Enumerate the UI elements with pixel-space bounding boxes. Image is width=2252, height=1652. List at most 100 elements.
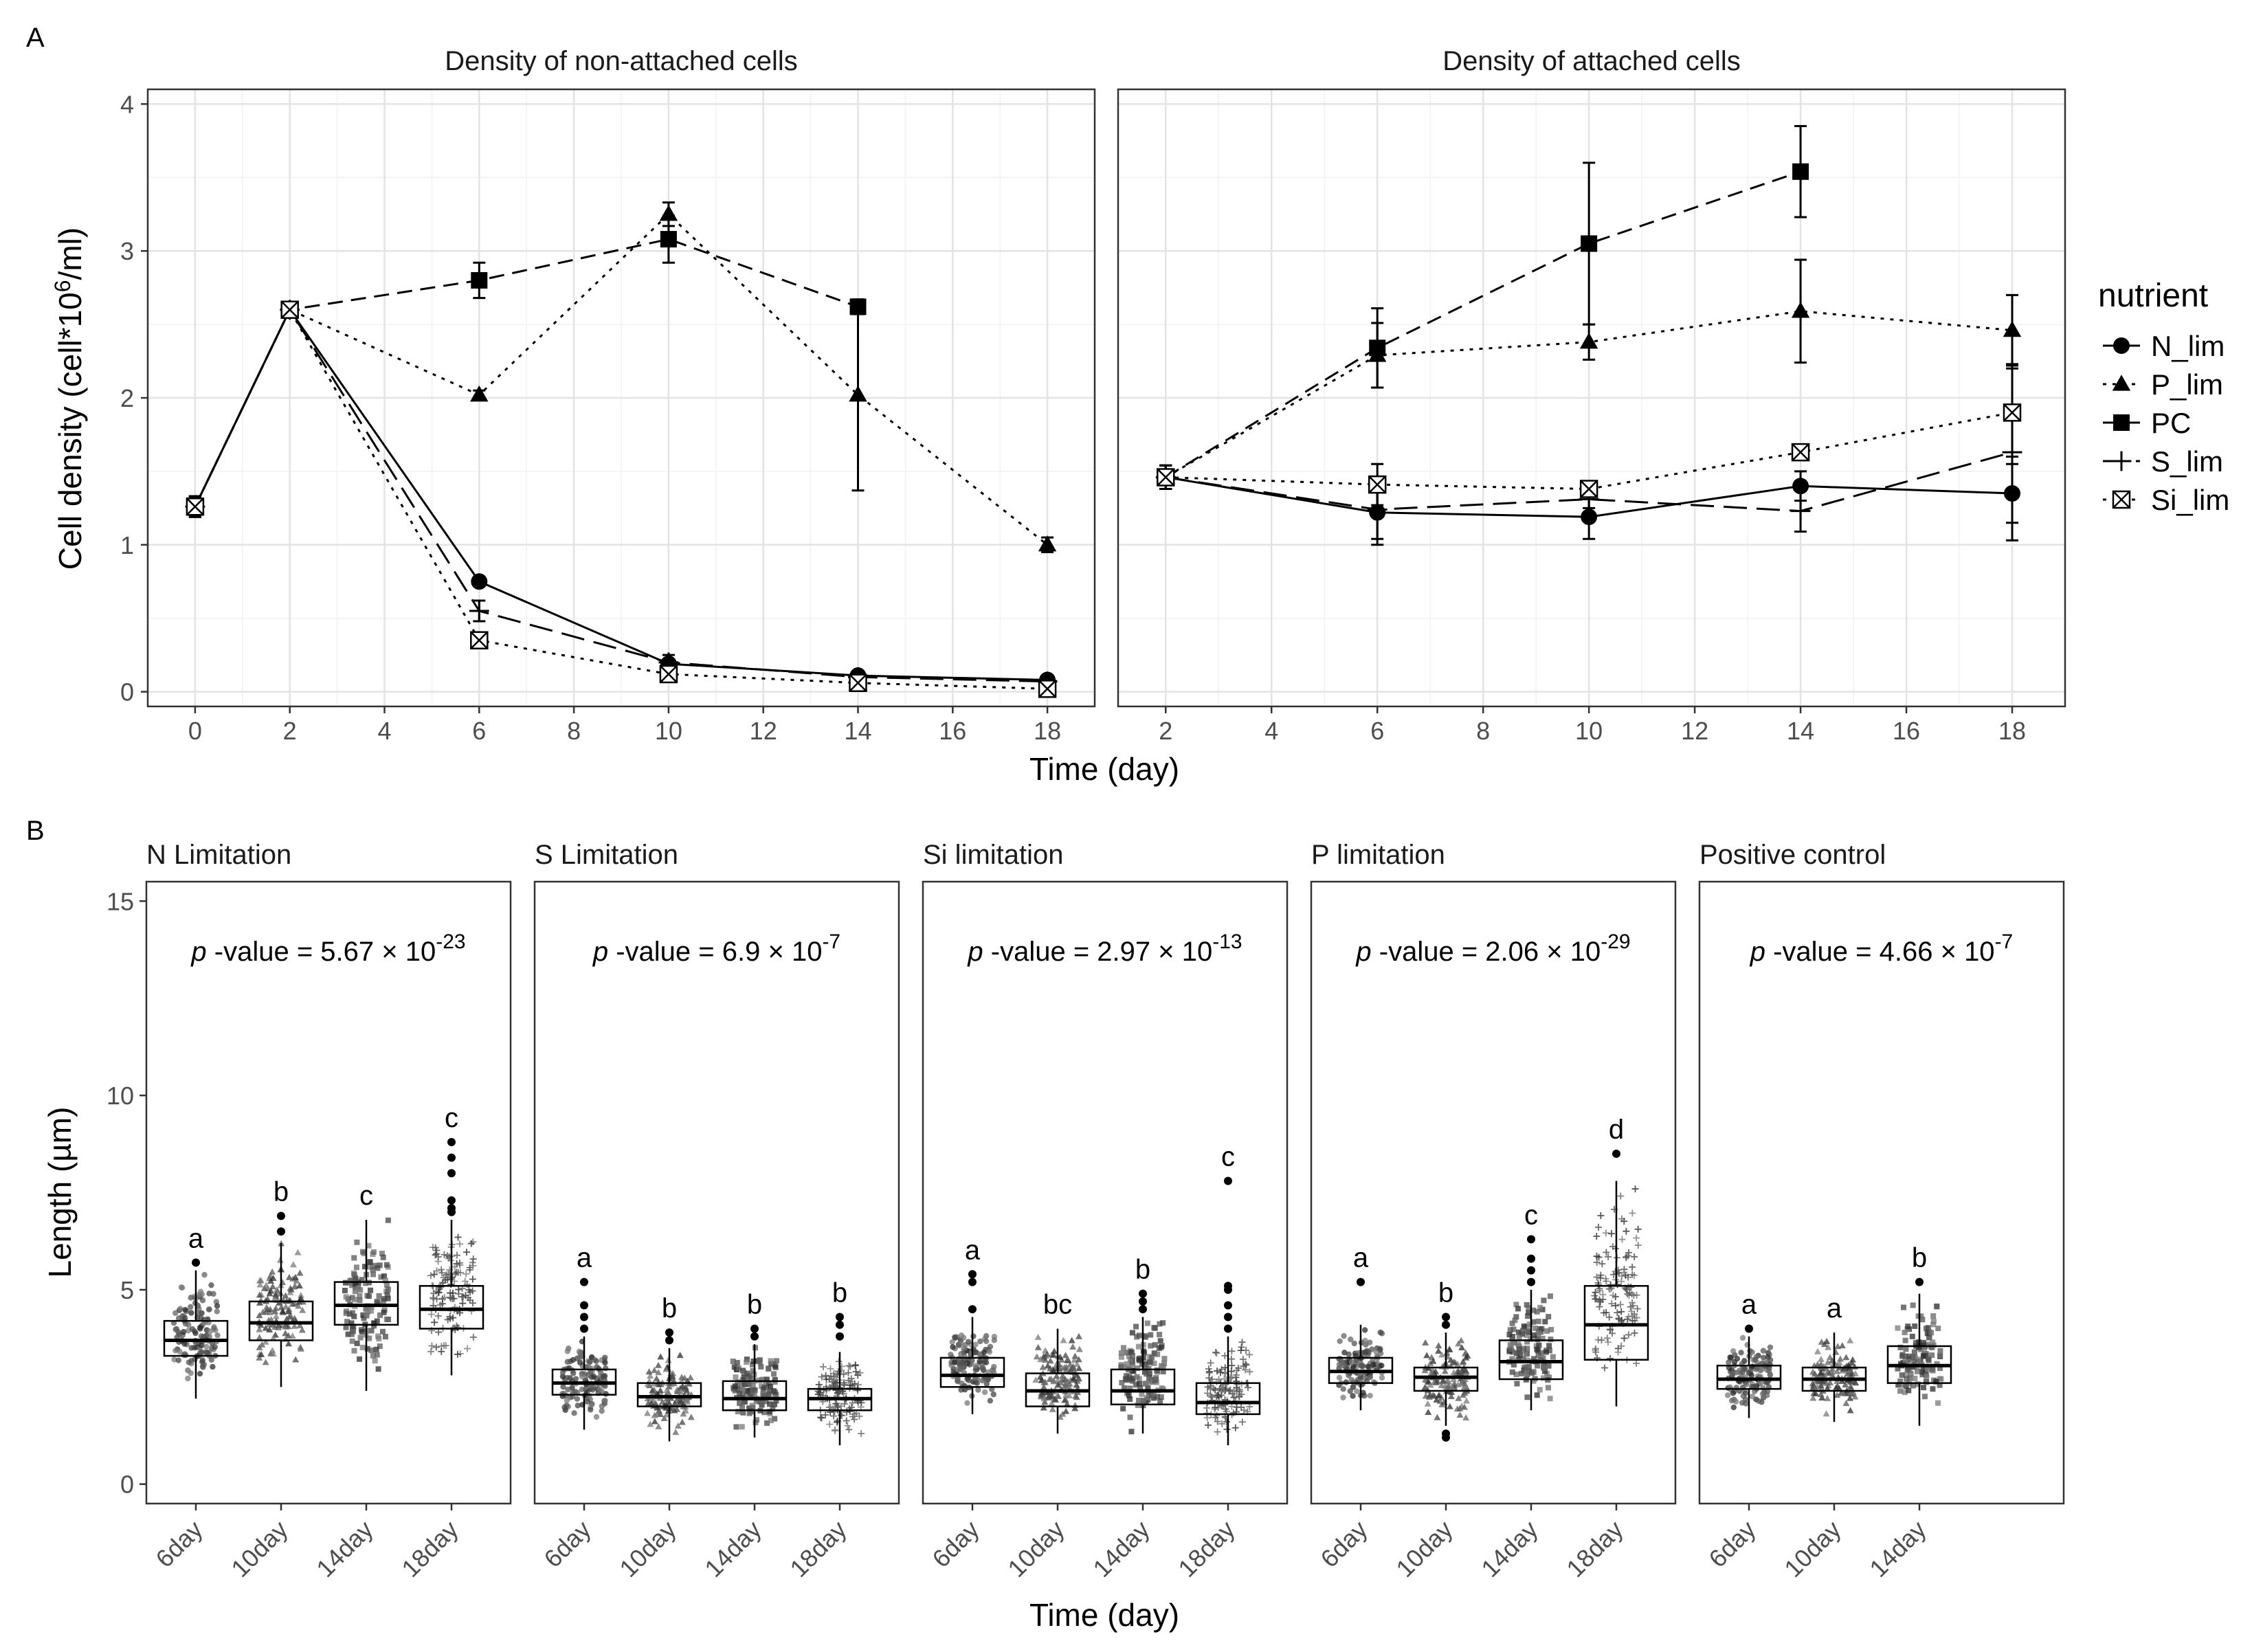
jitter-point (768, 1358, 774, 1364)
jitter-point (647, 1420, 654, 1427)
jitter-point (593, 1414, 600, 1420)
jitter-point (991, 1337, 998, 1343)
jitter-point (772, 1393, 778, 1399)
box-iqr (939, 1357, 1005, 1388)
jitter-point (574, 1396, 581, 1402)
jitter-point (466, 1296, 473, 1304)
jitter-point (958, 1365, 965, 1371)
jitter-point (1141, 1350, 1148, 1356)
jitter-point (1458, 1344, 1466, 1351)
jitter-point (1233, 1388, 1240, 1396)
panel-border (922, 880, 1289, 1505)
jitter-point (1847, 1383, 1854, 1389)
jitter-point (1152, 1342, 1158, 1348)
jitter-point (1909, 1333, 1915, 1339)
jitter-point (1427, 1381, 1434, 1388)
jitter-point (1614, 1309, 1621, 1317)
jitter-point (1337, 1338, 1343, 1344)
jitter-point (368, 1347, 375, 1353)
jitter-point (653, 1375, 660, 1382)
jitter-point (1445, 1383, 1452, 1390)
jitter-point (1836, 1355, 1844, 1362)
jitter-point (1129, 1330, 1135, 1336)
jitter-point (1340, 1394, 1346, 1400)
jitter-point (1521, 1323, 1527, 1329)
jitter-point (1937, 1352, 1943, 1359)
jitter-point (1902, 1357, 1908, 1363)
jitter-point (434, 1312, 442, 1319)
jitter-point (682, 1385, 689, 1392)
jitter-point (432, 1343, 440, 1351)
jitter-point (346, 1311, 353, 1317)
jitter-point (289, 1300, 296, 1307)
jitter-point (590, 1373, 597, 1380)
x-tick-label: 14 (1787, 717, 1814, 745)
jitter-point (351, 1348, 357, 1354)
jitter-point (1245, 1351, 1253, 1359)
jitter-point (1847, 1407, 1854, 1414)
jitter-point (451, 1263, 458, 1271)
jitter-point (1346, 1351, 1352, 1358)
p-text: -value = 4.66 × 10 (1773, 937, 1994, 967)
data-point (1038, 535, 1057, 552)
jitter-point (1544, 1328, 1550, 1334)
jitter-point (451, 1270, 459, 1277)
jitter-point (972, 1349, 979, 1356)
jitter-point (1150, 1391, 1157, 1397)
jitter-point (1062, 1376, 1069, 1383)
jitter-point (199, 1357, 206, 1363)
jitter-point (199, 1297, 206, 1304)
jitter-point (1524, 1339, 1530, 1345)
jitter-point (210, 1363, 216, 1370)
jitter-point (1600, 1309, 1607, 1317)
jitter-point (1124, 1373, 1130, 1379)
outlier-point (1357, 1277, 1365, 1286)
jitter-point (826, 1420, 834, 1428)
jitter-point (1238, 1381, 1245, 1388)
jitter-point (431, 1319, 438, 1326)
jitter-point (1609, 1291, 1617, 1299)
jitter-point (1129, 1352, 1135, 1359)
jitter-point (445, 1270, 452, 1277)
jitter-point (1739, 1335, 1746, 1341)
jitter-point (256, 1281, 264, 1288)
jitter-point (1924, 1330, 1930, 1337)
jitter-point (730, 1359, 736, 1365)
jitter-point (1623, 1253, 1630, 1261)
box-iqr (1498, 1339, 1564, 1381)
jitter-point (287, 1286, 295, 1293)
jitter-point (199, 1291, 205, 1297)
jitter-point (1747, 1348, 1753, 1354)
jitter-point (1760, 1354, 1767, 1361)
jitter-point (198, 1342, 205, 1349)
legend-title: nutrient (2098, 278, 2208, 314)
jitter-point (177, 1306, 183, 1312)
legend-label: PC (2151, 407, 2191, 439)
jitter-point (588, 1407, 594, 1413)
jitter-point (1458, 1380, 1465, 1387)
jitter-point (651, 1411, 658, 1418)
outlier-point (580, 1277, 588, 1286)
jitter-point (597, 1369, 604, 1375)
jitter-point (1509, 1320, 1515, 1326)
outlier-point (1442, 1313, 1450, 1321)
jitter-point (983, 1338, 990, 1344)
jitter-point (771, 1361, 777, 1367)
jitter-point (350, 1310, 356, 1316)
jitter-point (1506, 1332, 1513, 1338)
jitter-point (359, 1277, 365, 1283)
x-tick-label: 6 (1370, 717, 1384, 745)
legend-entry: N_lim (2103, 330, 2225, 362)
jitter-point (1618, 1308, 1625, 1315)
jitter-point (835, 1368, 843, 1375)
jitter-point (1370, 1361, 1376, 1368)
jitter-point (1833, 1361, 1841, 1368)
p-value-label: p -value = 4.66 × 10-7 (1750, 930, 2014, 967)
jitter-point (182, 1315, 188, 1321)
jitter-point (370, 1249, 377, 1255)
jitter-point (1614, 1348, 1622, 1356)
jitter-point (1842, 1354, 1850, 1361)
jitter-point (211, 1324, 217, 1330)
jitter-point (662, 1365, 670, 1372)
